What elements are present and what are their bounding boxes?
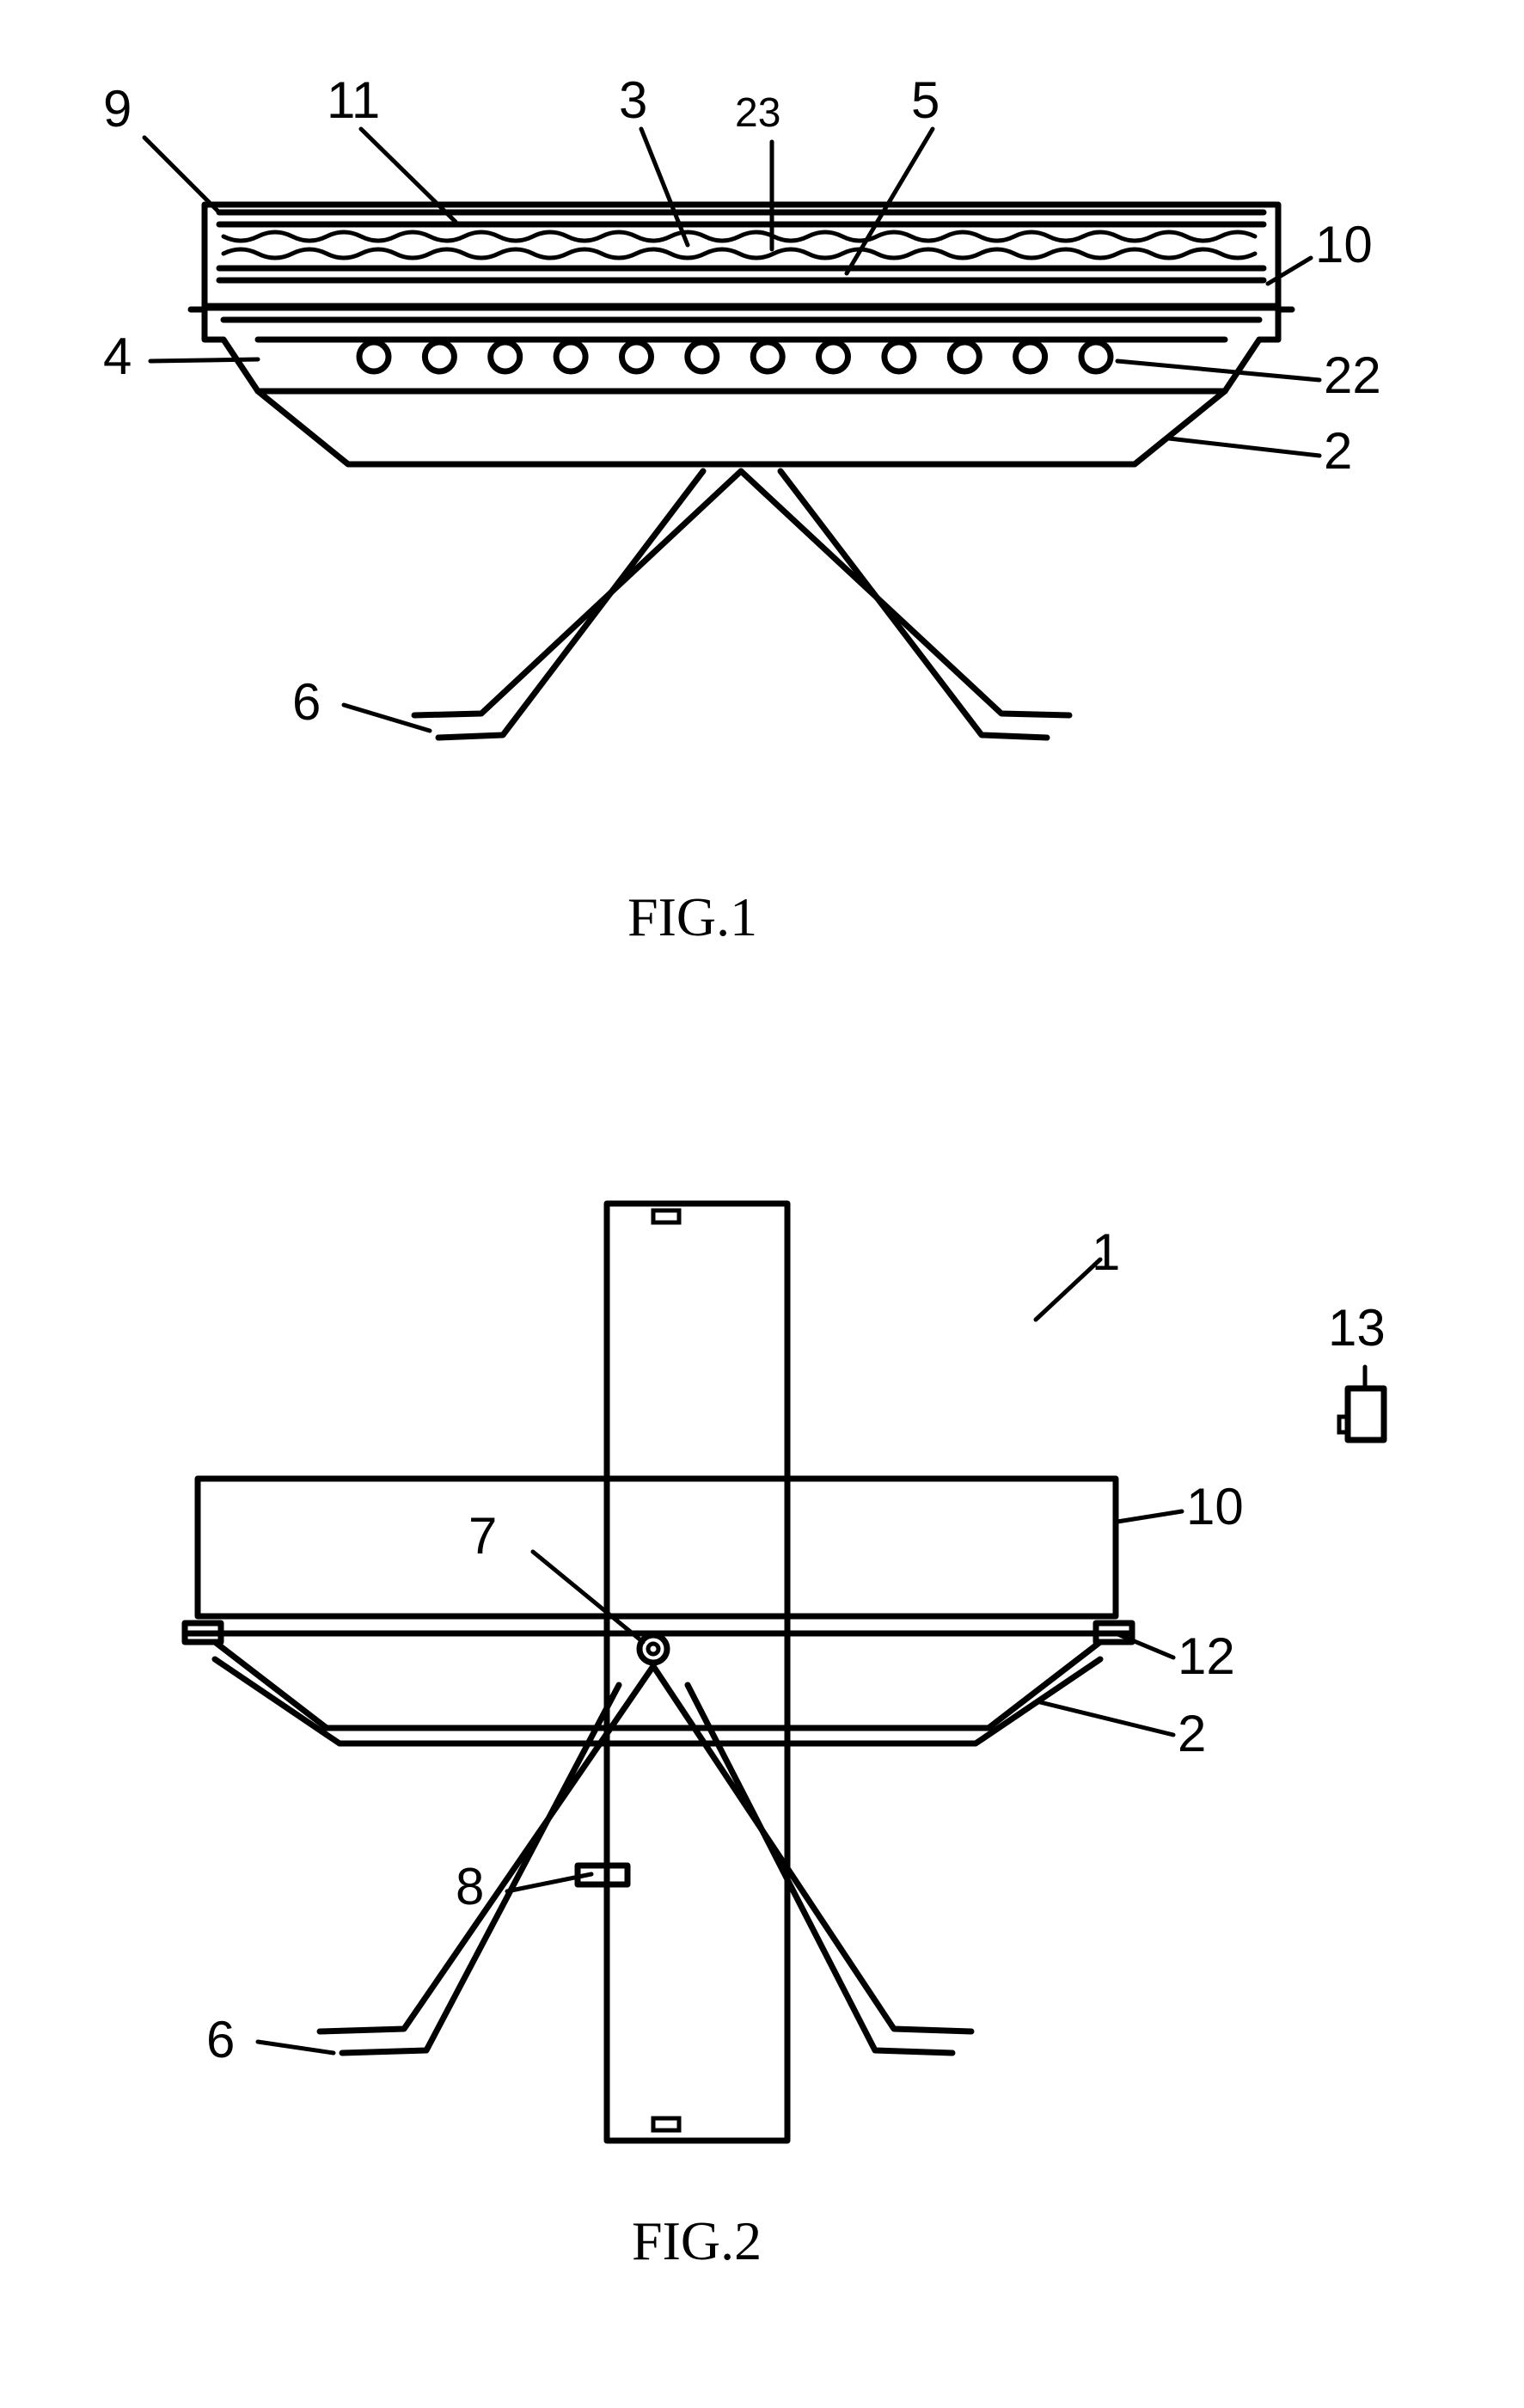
- callout-11: 11: [327, 70, 380, 130]
- callout-4: 4: [103, 327, 132, 386]
- callout-2: 2: [1324, 421, 1352, 481]
- callout-10b: 10: [1186, 1477, 1244, 1536]
- callout-3: 3: [619, 70, 647, 130]
- callout-2b: 2: [1178, 1704, 1206, 1763]
- fig2-caption: FIG.2: [632, 2209, 762, 2273]
- callout-13: 13: [1328, 1298, 1386, 1357]
- callout-10: 10: [1315, 215, 1373, 274]
- callout-5: 5: [911, 70, 939, 130]
- callout-6b: 6: [206, 2010, 235, 2069]
- callout-6: 6: [292, 672, 321, 732]
- callout-7: 7: [468, 1506, 497, 1566]
- callout-22: 22: [1324, 346, 1381, 405]
- callout-8: 8: [456, 1857, 484, 1916]
- fig2-drawing: [0, 1118, 1524, 2149]
- fig1-caption: FIG.1: [627, 885, 757, 949]
- callout-1: 1: [1092, 1222, 1120, 1282]
- callout-9: 9: [103, 79, 132, 138]
- page: 9 11 3 23 5 10 4 22 2 6 FIG.1: [0, 0, 1524, 2408]
- callout-23: 23: [735, 89, 780, 137]
- callout-12: 12: [1178, 1627, 1235, 1686]
